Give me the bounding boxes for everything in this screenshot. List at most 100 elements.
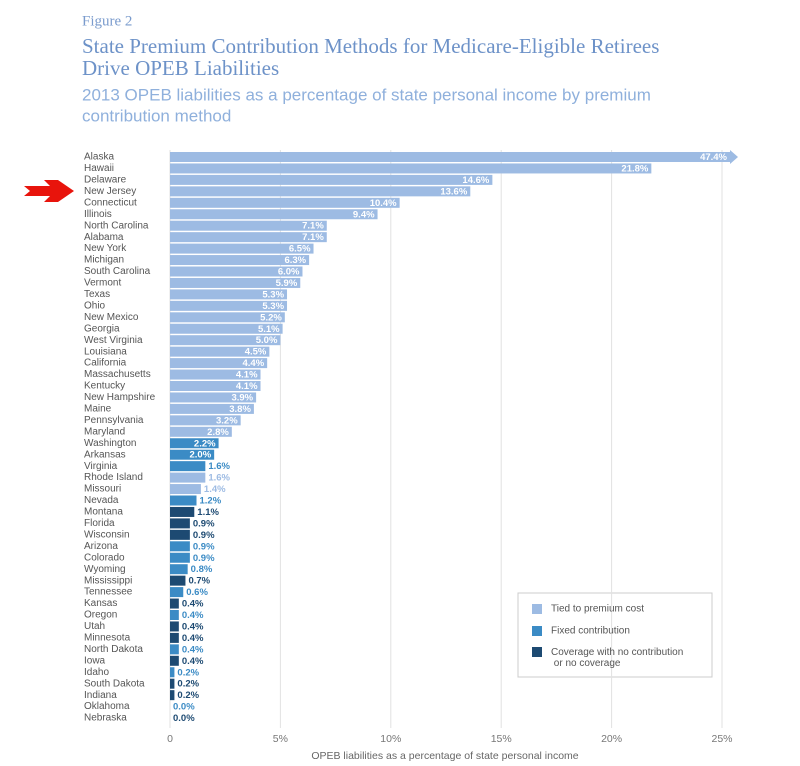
bar [170,415,241,426]
bar [170,277,301,288]
category-label: Maine [84,404,112,415]
category-label: Arizona [84,541,118,552]
value-label: 1.6% [208,461,230,472]
value-label: 5.3% [262,289,284,300]
value-label: 7.1% [302,232,324,243]
category-label: Ohio [84,300,106,311]
category-label: Kansas [84,598,117,609]
value-label: 1.6% [208,473,230,484]
bar [170,461,206,472]
category-label: Florida [84,518,115,529]
bar [170,403,254,414]
legend-box [517,592,713,678]
bar [170,472,206,483]
value-label: 5.1% [258,324,280,335]
bar [170,564,188,575]
value-label: 1.4% [204,484,226,495]
legend-swatch [532,604,542,614]
legend-label: Coverage with no contribution or no cove… [551,647,683,669]
bar [170,667,175,678]
bar [170,369,261,380]
legend-label: Fixed contribution [551,626,630,637]
value-label: 0.9% [193,541,215,552]
bar [170,186,471,197]
category-label: New York [84,243,127,254]
value-label: 1.2% [199,496,221,507]
value-label: 0.2% [177,679,199,690]
bar [170,552,190,563]
bar [170,632,179,643]
value-label: 4.4% [242,358,264,369]
category-label: Washington [84,438,136,449]
bar [170,163,652,174]
category-label: Minnesota [84,633,131,644]
bar [170,587,184,598]
category-label: West Virginia [84,335,143,346]
value-label: 5.9% [276,278,298,289]
chart-title: Drive OPEB Liabilities [82,56,279,80]
category-label: Michigan [84,255,124,266]
category-label: California [84,358,127,369]
category-label: Indiana [84,690,117,701]
category-label: Nebraska [84,713,127,724]
bar [170,541,190,552]
value-label: 4.1% [236,370,258,381]
bar [170,518,190,529]
bar [170,243,314,254]
category-label: Utah [84,621,105,632]
value-label: 14.6% [462,175,489,186]
category-label: Georgia [84,323,120,334]
chart-subtitle: 2013 OPEB liabilities as a percentage of… [82,85,651,104]
bar [170,426,232,437]
category-label: Wyoming [84,564,126,575]
value-label: 4.5% [245,347,267,358]
category-label: Louisiana [84,346,127,357]
value-label: 0.7% [188,576,210,587]
bar [170,529,190,540]
category-label: Illinois [84,209,112,220]
bar [170,575,186,586]
bar [170,655,179,666]
x-tick-label: 20% [601,733,622,745]
bar [170,690,175,701]
bar [170,392,257,403]
value-label: 3.8% [229,404,251,415]
category-label: New Hampshire [84,392,156,403]
bar [170,197,400,208]
category-label: Rhode Island [84,472,143,483]
category-label: North Carolina [84,220,149,231]
category-label: Virginia [84,461,118,472]
bar [170,495,197,506]
value-label: 5.0% [256,335,278,346]
bar [170,610,179,620]
bar [170,358,268,369]
value-label: 0.4% [182,610,204,621]
value-label: 0.9% [193,530,215,541]
legend-swatch [532,647,542,657]
bar [170,152,730,162]
bar [170,335,281,346]
value-label: 0.4% [182,656,204,667]
category-label: Colorado [84,552,125,563]
category-label: Vermont [84,278,121,289]
value-label: 0.4% [182,644,204,655]
category-label: Iowa [84,655,106,666]
value-label: 2.0% [190,450,212,461]
value-label: 0.8% [191,564,213,575]
bar [170,255,310,266]
category-label: Kentucky [84,381,125,392]
bar [170,174,493,185]
category-label: Wisconsin [84,529,130,540]
value-label: 0.2% [177,667,199,678]
x-tick-label: 5% [273,733,288,745]
value-label: 21.8% [621,163,648,174]
category-label: Oregon [84,610,117,621]
category-label: South Carolina [84,266,151,277]
value-label: 4.1% [236,381,258,392]
value-label: 7.1% [302,221,324,232]
value-label: 0.2% [177,690,199,701]
category-label: Connecticut [84,197,137,208]
value-label: 3.2% [216,415,238,426]
x-axis-label: OPEB liabilities as a percentage of stat… [311,750,578,761]
